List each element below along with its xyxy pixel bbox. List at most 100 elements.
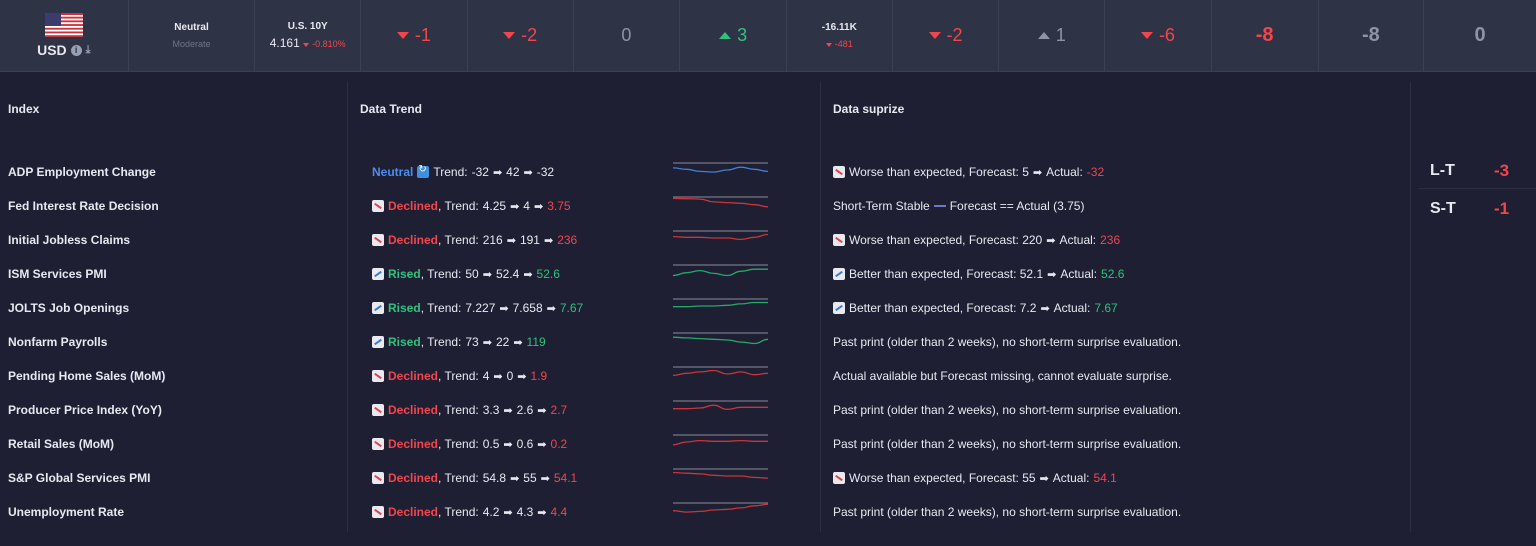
trend-status: Declined bbox=[388, 471, 439, 485]
trend-value-2: 191 bbox=[519, 233, 540, 247]
trend-value-1: 4.2 bbox=[482, 505, 500, 519]
table-row[interactable]: ISM Services PMI Rised, Trend: 50 ➡ 52.4 ➡ 52.… bbox=[0, 256, 1410, 290]
header-data-trend: Data Trend bbox=[360, 102, 423, 116]
up-arrow-icon bbox=[719, 32, 732, 39]
right-arrow-icon: ➡ bbox=[533, 200, 544, 213]
sparkline-chart bbox=[673, 264, 768, 277]
table-row[interactable]: S&P Global Services PMI Declined, Trend: 5… bbox=[0, 460, 1410, 494]
table-row[interactable]: Pending Home Sales (MoM) Declined, Trend:… bbox=[0, 358, 1410, 392]
score-value: -2 bbox=[946, 25, 963, 45]
indicator-name[interactable]: ISM Services PMI bbox=[8, 267, 107, 281]
info-icon[interactable]: i bbox=[70, 44, 82, 56]
indicator-name[interactable]: S&P Global Services PMI bbox=[8, 471, 151, 485]
table-row[interactable]: Producer Price Index (YoY) Declined, Tren… bbox=[0, 392, 1410, 426]
trend-value-1: 73 bbox=[465, 335, 479, 349]
trend-up-icon bbox=[372, 302, 384, 314]
long-term-value: -3 bbox=[1494, 161, 1510, 180]
trend-down-icon bbox=[833, 166, 845, 178]
indicator-name[interactable]: Retail Sales (MoM) bbox=[8, 437, 115, 451]
table-row[interactable]: Nonfarm Payrolls Rised, Trend: 73 ➡ 22 ➡ 119 P… bbox=[0, 324, 1410, 358]
trend-status: Rised bbox=[388, 301, 421, 315]
table-row[interactable]: Fed Interest Rate Decision Declined, Tren… bbox=[0, 188, 1410, 222]
indicator-name[interactable]: Producer Price Index (YoY) bbox=[8, 403, 162, 417]
indicator-name[interactable]: ADP Employment Change bbox=[8, 165, 156, 179]
sparkline-path bbox=[673, 268, 768, 277]
trend-value-1: 50 bbox=[465, 267, 479, 281]
surprise-text: Past print (older than 2 weeks), no shor… bbox=[833, 437, 1182, 451]
sparkline-path bbox=[673, 166, 768, 173]
cot-title: -16.11K bbox=[821, 22, 857, 33]
table-row[interactable]: Unemployment Rate Declined, Trend: 4.2 ➡ 4.3… bbox=[0, 494, 1410, 528]
trend-status: Declined bbox=[388, 437, 439, 451]
score-cell-7: -6 bbox=[1105, 0, 1212, 71]
indicator-name[interactable]: Unemployment Rate bbox=[8, 505, 125, 519]
data-trend: Declined, Trend: 4 ➡ 0 ➡ 1.9 bbox=[372, 369, 547, 383]
right-arrow-icon: ➡ bbox=[493, 370, 503, 383]
cot-change: -481 bbox=[834, 39, 853, 49]
sparkline-path bbox=[673, 301, 768, 308]
right-arrow-icon: ➡ bbox=[503, 506, 513, 519]
right-arrow-icon: ➡ bbox=[503, 404, 513, 417]
actual-value: 236 bbox=[1100, 233, 1121, 247]
indicator-name[interactable]: Nonfarm Payrolls bbox=[8, 335, 108, 349]
sparkline-path bbox=[673, 404, 768, 411]
surprise-text: Better than expected, Forecast: 7.2 bbox=[849, 301, 1037, 315]
sparkline-chart bbox=[673, 400, 768, 411]
trend-label: , Trend: bbox=[420, 335, 462, 349]
trend-label: , Trend: bbox=[438, 369, 479, 383]
right-arrow-icon: ➡ bbox=[1046, 234, 1056, 247]
sparkline-chart bbox=[673, 298, 768, 308]
trend-value-1: -32 bbox=[471, 165, 489, 179]
table-row[interactable]: ADP Employment ChangeNeutralTrend:-32➡42… bbox=[0, 154, 1410, 188]
down-arrow-icon bbox=[928, 32, 941, 39]
score-value: 3 bbox=[737, 25, 748, 45]
data-trend: Declined, Trend: 3.3 ➡ 2.6 ➡ 2.7 bbox=[372, 403, 567, 417]
table-row[interactable]: JOLTS Job Openings Rised, Trend: 7.227 ➡ 7.6… bbox=[0, 290, 1410, 324]
total-value: -8 bbox=[1361, 24, 1380, 46]
trend-label: , Trend: bbox=[438, 437, 479, 451]
yield-title: U.S. 10Y bbox=[287, 21, 328, 32]
data-trend: Rised, Trend: 50 ➡ 52.4 ➡ 52.6 bbox=[372, 267, 560, 281]
currency-cell[interactable]: USD i ⤓ bbox=[0, 0, 129, 71]
sparkline-chart bbox=[673, 230, 768, 241]
right-arrow-icon: ➡ bbox=[506, 234, 516, 247]
table-row[interactable]: Initial Jobless Claims Declined, Trend: 21… bbox=[0, 222, 1410, 256]
trend-label: , Trend: bbox=[438, 403, 479, 417]
data-surprise: Worse than expected, Forecast: 55 ➡ Actual… bbox=[833, 471, 1117, 485]
indicator-name[interactable]: Pending Home Sales (MoM) bbox=[8, 369, 166, 383]
trend-status: Declined bbox=[388, 369, 439, 383]
trend-value-3: 3.75 bbox=[547, 199, 571, 213]
sparkline-path bbox=[673, 471, 768, 479]
trend-status: Declined bbox=[388, 505, 439, 519]
download-icon[interactable]: ⤓ bbox=[85, 43, 91, 56]
right-arrow-icon: ➡ bbox=[513, 336, 523, 349]
data-surprise: Better than expected, Forecast: 7.2 ➡ Actu… bbox=[833, 301, 1118, 315]
right-arrow-icon: ➡ bbox=[546, 302, 556, 315]
indicator-name[interactable]: JOLTS Job Openings bbox=[8, 301, 130, 315]
right-arrow-icon: ➡ bbox=[537, 404, 547, 417]
header-data-surprise: Data suprize bbox=[833, 102, 905, 116]
data-trend: Declined, Trend: 216 ➡ 191 ➡ 236 bbox=[372, 233, 577, 247]
right-arrow-icon: ➡ bbox=[1040, 302, 1050, 315]
trend-value-1: 7.227 bbox=[465, 301, 496, 315]
sparkline-path bbox=[673, 503, 768, 513]
trend-value-2: 0 bbox=[506, 369, 514, 383]
data-surprise: Worse than expected, Forecast: 5 ➡ Actual:… bbox=[833, 165, 1104, 179]
long-term-label: L-T bbox=[1430, 162, 1455, 179]
indicator-name[interactable]: Initial Jobless Claims bbox=[8, 233, 131, 247]
right-arrow-icon: ➡ bbox=[492, 166, 503, 179]
indicator-name[interactable]: Fed Interest Rate Decision bbox=[8, 199, 159, 213]
trend-down-icon bbox=[372, 506, 384, 518]
trend-down-icon bbox=[372, 234, 384, 246]
trend-value-3: 2.7 bbox=[550, 403, 568, 417]
data-trend: Declined, Trend: 4.2 ➡ 4.3 ➡ 4.4 bbox=[372, 505, 567, 519]
trend-down-icon bbox=[833, 472, 845, 484]
trend-label: Trend: bbox=[433, 165, 468, 179]
data-surprise: Past print (older than 2 weeks), no shor… bbox=[833, 505, 1181, 519]
trend-label: , Trend: bbox=[438, 505, 479, 519]
right-arrow-icon: ➡ bbox=[482, 336, 492, 349]
right-arrow-icon: ➡ bbox=[482, 268, 492, 281]
table-row[interactable]: Retail Sales (MoM) Declined, Trend: 0.5 ➡ 0.… bbox=[0, 426, 1410, 460]
data-surprise: Actual available but Forecast missing, c… bbox=[833, 369, 1172, 383]
actual-label: Actual: bbox=[1046, 165, 1083, 179]
